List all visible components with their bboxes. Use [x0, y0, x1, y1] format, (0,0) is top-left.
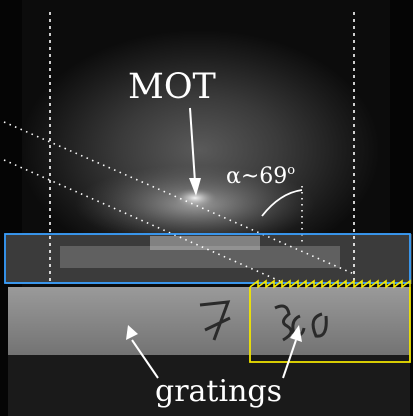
mot-cloud [173, 188, 217, 208]
grating-plate-shadow [8, 355, 410, 416]
angle-label: α~69o [226, 164, 295, 188]
yellow-zigzag-edge [249, 279, 411, 289]
handwriting-mark [199, 300, 231, 341]
grating-arrow-left [126, 325, 159, 379]
angle-arc [261, 189, 303, 217]
mot-arrow [189, 107, 201, 196]
angle-value: α~69 [226, 164, 288, 189]
yellow-region-box [249, 287, 411, 363]
mot-label: MOT [128, 67, 216, 107]
angle-degree-mark: o [287, 163, 296, 178]
chip-edge-highlight [60, 246, 340, 268]
beam-line-lower [3, 159, 283, 283]
grating-arrow-right [282, 325, 302, 379]
chip-edge-bright [150, 236, 260, 250]
gratings-label: gratings [155, 374, 283, 409]
blue-region-box [4, 233, 411, 284]
